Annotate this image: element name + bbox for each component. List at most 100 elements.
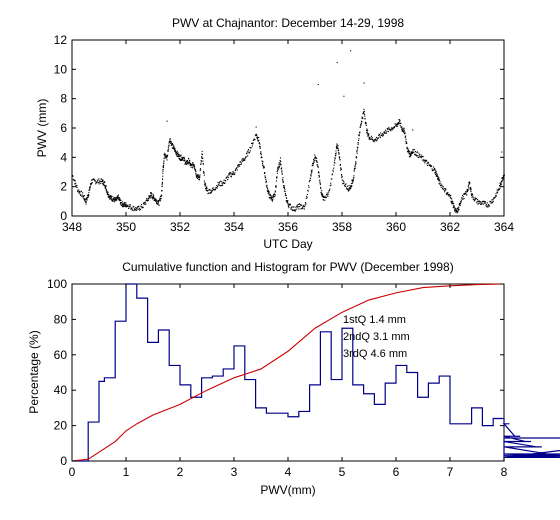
pwv-data-point — [354, 167, 356, 169]
pwv-data-point — [124, 202, 126, 204]
pwv-data-point — [395, 125, 397, 127]
pwv-data-point — [319, 183, 321, 185]
pwv-data-point — [403, 130, 405, 132]
pwv-data-point — [278, 164, 280, 166]
chart1-x-tick-label: 354 — [224, 220, 244, 234]
pwv-data-point — [162, 169, 164, 171]
pwv-data-point — [119, 203, 121, 205]
pwv-data-point — [170, 140, 172, 142]
pwv-data-point — [84, 200, 86, 202]
pwv-data-point — [404, 133, 406, 135]
pwv-data-point — [203, 174, 205, 176]
chart1-y-axis-label: PWV (mm) — [35, 99, 49, 158]
pwv-data-point — [136, 207, 138, 210]
pwv-data-point — [209, 189, 211, 191]
pwv-data-point — [399, 125, 401, 127]
chart1-data-points — [72, 50, 505, 214]
pwv-data-point — [172, 144, 174, 146]
pwv-data-point — [341, 174, 343, 176]
pwv-data-point — [500, 184, 502, 186]
pwv-data-point — [122, 203, 124, 205]
pwv-data-point — [114, 198, 116, 200]
pwv-data-point — [142, 202, 145, 204]
pwv-data-point — [413, 149, 415, 151]
pwv-data-point — [267, 193, 269, 195]
pwv-data-point — [310, 172, 313, 174]
pwv-data-point — [183, 156, 185, 158]
pwv-data-point — [282, 185, 285, 187]
pwv-data-point — [401, 130, 403, 132]
pwv-data-point — [499, 182, 501, 184]
pwv-data-point — [497, 192, 499, 194]
pwv-data-point — [195, 172, 197, 174]
pwv-data-point — [191, 167, 194, 169]
pwv-data-point — [82, 192, 84, 194]
pwv-data-point — [332, 170, 334, 172]
pwv-data-point — [487, 206, 489, 208]
pwv-data-point — [161, 184, 163, 186]
pwv-data-point — [100, 182, 102, 185]
pwv-data-point — [230, 176, 233, 178]
pwv-data-point — [498, 189, 500, 191]
pwv-data-point — [90, 183, 92, 185]
pwv-data-point — [205, 185, 207, 187]
pwv-data-point — [483, 202, 486, 204]
pwv-data-point — [492, 198, 494, 201]
pwv-data-point — [155, 198, 157, 200]
pwv-data-point — [316, 161, 318, 163]
pwv-data-point — [395, 124, 397, 126]
pwv-data-point — [473, 197, 475, 199]
pwv-data-point — [249, 151, 251, 153]
pwv-data-point — [125, 204, 127, 206]
pwv-data-point — [417, 156, 420, 159]
pwv-data-point — [500, 180, 503, 182]
pwv-data-point — [157, 202, 159, 204]
pwv-data-point — [436, 175, 438, 177]
pwv-data-point — [79, 193, 81, 195]
pwv-data-point — [466, 189, 468, 191]
pwv-data-point — [254, 139, 256, 141]
pwv-data-point — [404, 137, 406, 139]
pwv-data-point — [196, 177, 198, 179]
pwv-data-point — [162, 170, 164, 172]
pwv-data-point — [368, 138, 370, 140]
pwv-data-point — [313, 161, 315, 163]
pwv-data-point — [189, 159, 191, 161]
pwv-data-point — [271, 200, 274, 202]
pwv-data-point — [160, 195, 162, 198]
pwv-data-point — [488, 205, 491, 207]
pwv-data-point — [363, 110, 365, 112]
pwv-data-point — [223, 179, 225, 181]
pwv-data-point — [443, 190, 445, 192]
pwv-data-point — [169, 139, 171, 141]
pwv-data-point — [217, 181, 219, 183]
pwv-data-point — [103, 184, 105, 186]
pwv-data-point — [222, 184, 224, 186]
pwv-data-point — [338, 151, 340, 154]
pwv-data-point — [161, 185, 163, 187]
pwv-data-point — [85, 198, 87, 200]
pwv-data-point — [452, 206, 454, 208]
pwv-data-point — [455, 211, 457, 213]
pwv-data-point — [151, 197, 153, 199]
pwv-data-point — [114, 197, 116, 199]
pwv-data-point — [72, 174, 74, 177]
pwv-data-point — [117, 197, 119, 199]
pwv-data-point — [364, 123, 367, 125]
pwv-data-point — [431, 168, 433, 170]
pwv-data-point — [371, 138, 373, 140]
pwv-data-point — [259, 145, 261, 148]
pwv-data-point — [414, 151, 416, 153]
pwv-data-point — [215, 187, 217, 189]
chart2-x-axis: 0 1 2 3 4 5 6 7 8 — [69, 284, 508, 479]
pwv-data-point — [102, 183, 104, 185]
pwv-data-point — [203, 180, 206, 182]
pwv-data-point — [163, 157, 165, 159]
pwv-data-point — [195, 170, 197, 172]
pwv-data-point — [345, 185, 347, 188]
pwv-data-point — [284, 193, 287, 195]
pwv-data-point — [193, 165, 195, 167]
pwv-data-point — [184, 163, 186, 165]
pwv-data-point — [197, 174, 199, 176]
pwv-data-point — [405, 135, 407, 137]
